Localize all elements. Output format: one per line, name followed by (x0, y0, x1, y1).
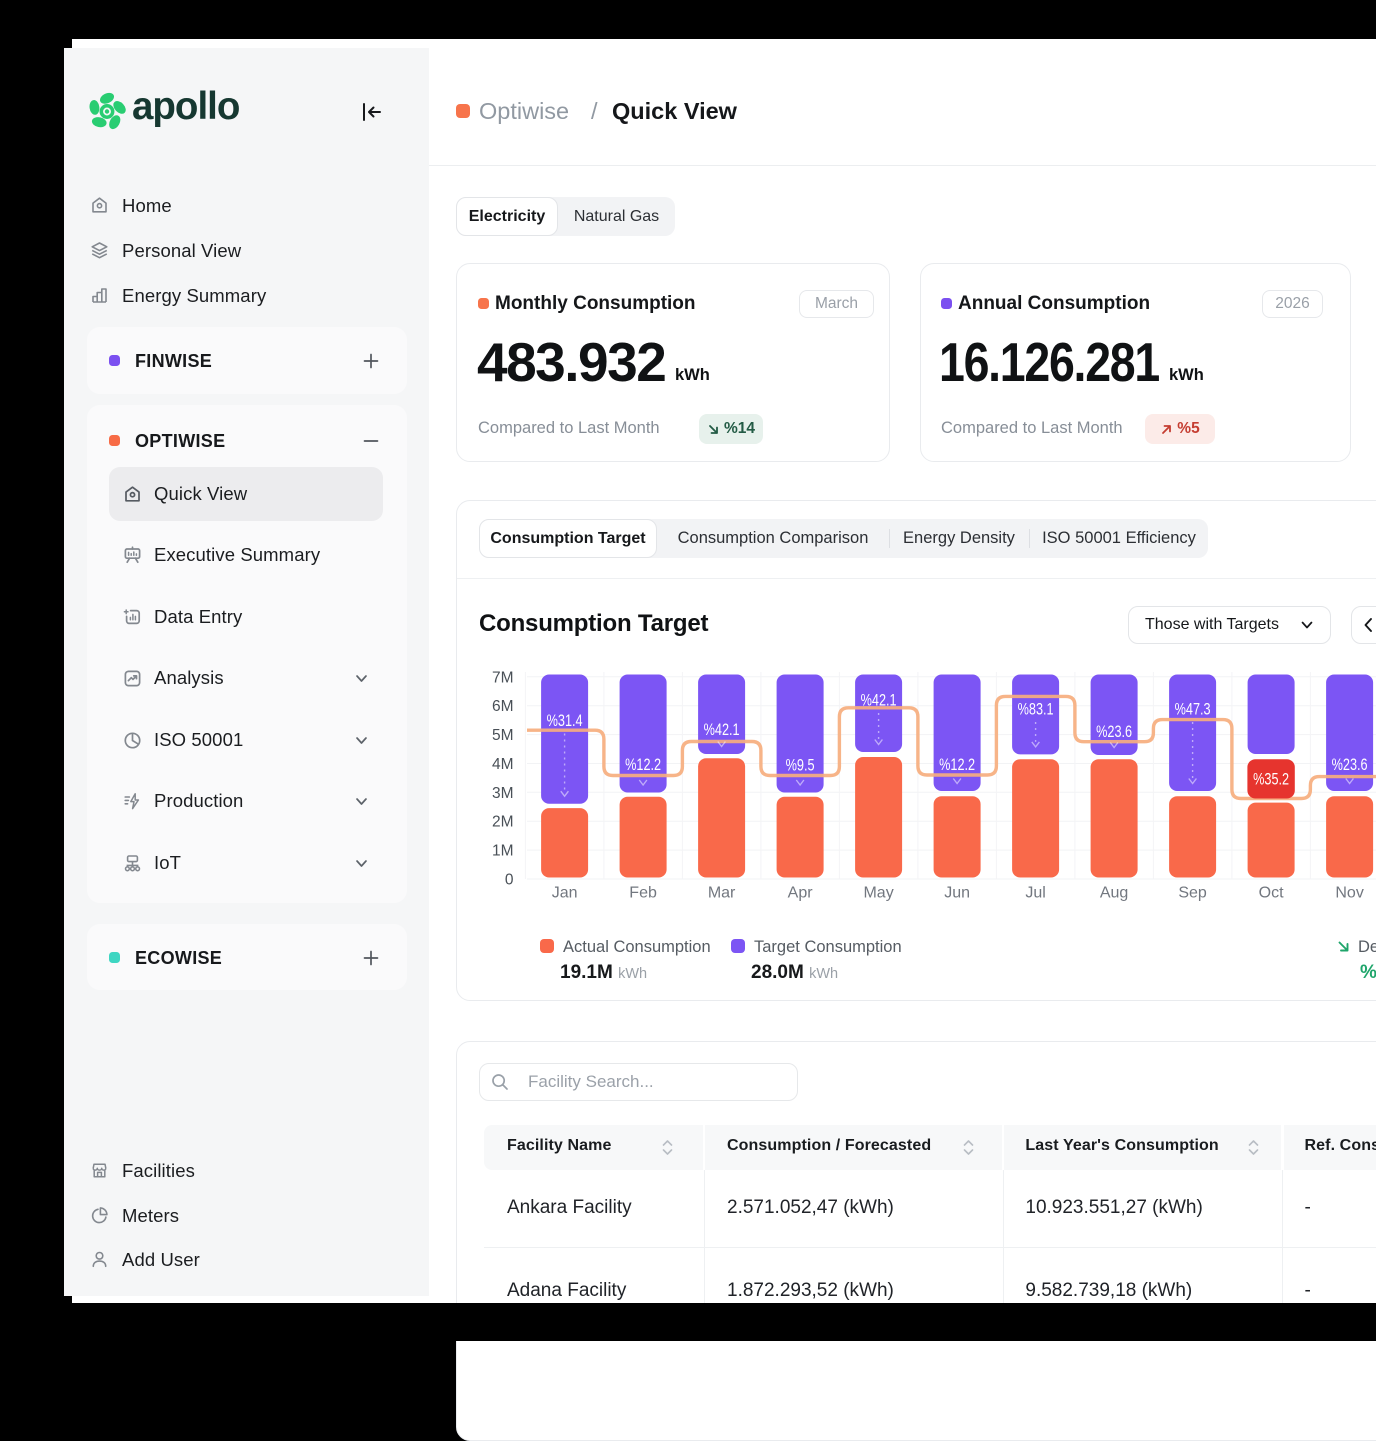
svg-text:%42.1: %42.1 (704, 721, 740, 739)
svg-text:Nov: Nov (1335, 885, 1363, 902)
svg-text:5M: 5M (492, 727, 514, 744)
svg-text:2M: 2M (492, 814, 514, 831)
svg-text:7M: 7M (492, 669, 514, 686)
svg-text:%35.2: %35.2 (1253, 771, 1289, 789)
svg-text:%42.1: %42.1 (861, 692, 897, 710)
svg-text:Feb: Feb (629, 885, 657, 902)
svg-text:Oct: Oct (1259, 885, 1284, 902)
svg-text:Jun: Jun (944, 885, 970, 902)
svg-text:%23.6: %23.6 (1096, 723, 1132, 741)
svg-text:%47.3: %47.3 (1175, 701, 1211, 719)
svg-text:%9.5: %9.5 (786, 757, 815, 775)
svg-text:Sep: Sep (1178, 885, 1207, 902)
svg-text:%12.2: %12.2 (625, 756, 661, 774)
svg-text:3M: 3M (492, 785, 514, 802)
svg-text:%12.2: %12.2 (939, 756, 975, 774)
svg-text:6M: 6M (492, 698, 514, 715)
svg-text:%83.1: %83.1 (1018, 701, 1054, 719)
svg-text:May: May (863, 885, 893, 902)
svg-text:0: 0 (505, 872, 514, 889)
svg-text:Apr: Apr (788, 885, 814, 902)
svg-text:Jan: Jan (552, 885, 578, 902)
svg-text:4M: 4M (492, 756, 514, 773)
svg-text:%23.6: %23.6 (1332, 756, 1368, 774)
svg-text:%31.4: %31.4 (547, 712, 583, 730)
svg-text:Jul: Jul (1025, 885, 1045, 902)
svg-text:Aug: Aug (1100, 885, 1128, 902)
svg-text:Mar: Mar (708, 885, 736, 902)
svg-text:1M: 1M (492, 843, 514, 860)
